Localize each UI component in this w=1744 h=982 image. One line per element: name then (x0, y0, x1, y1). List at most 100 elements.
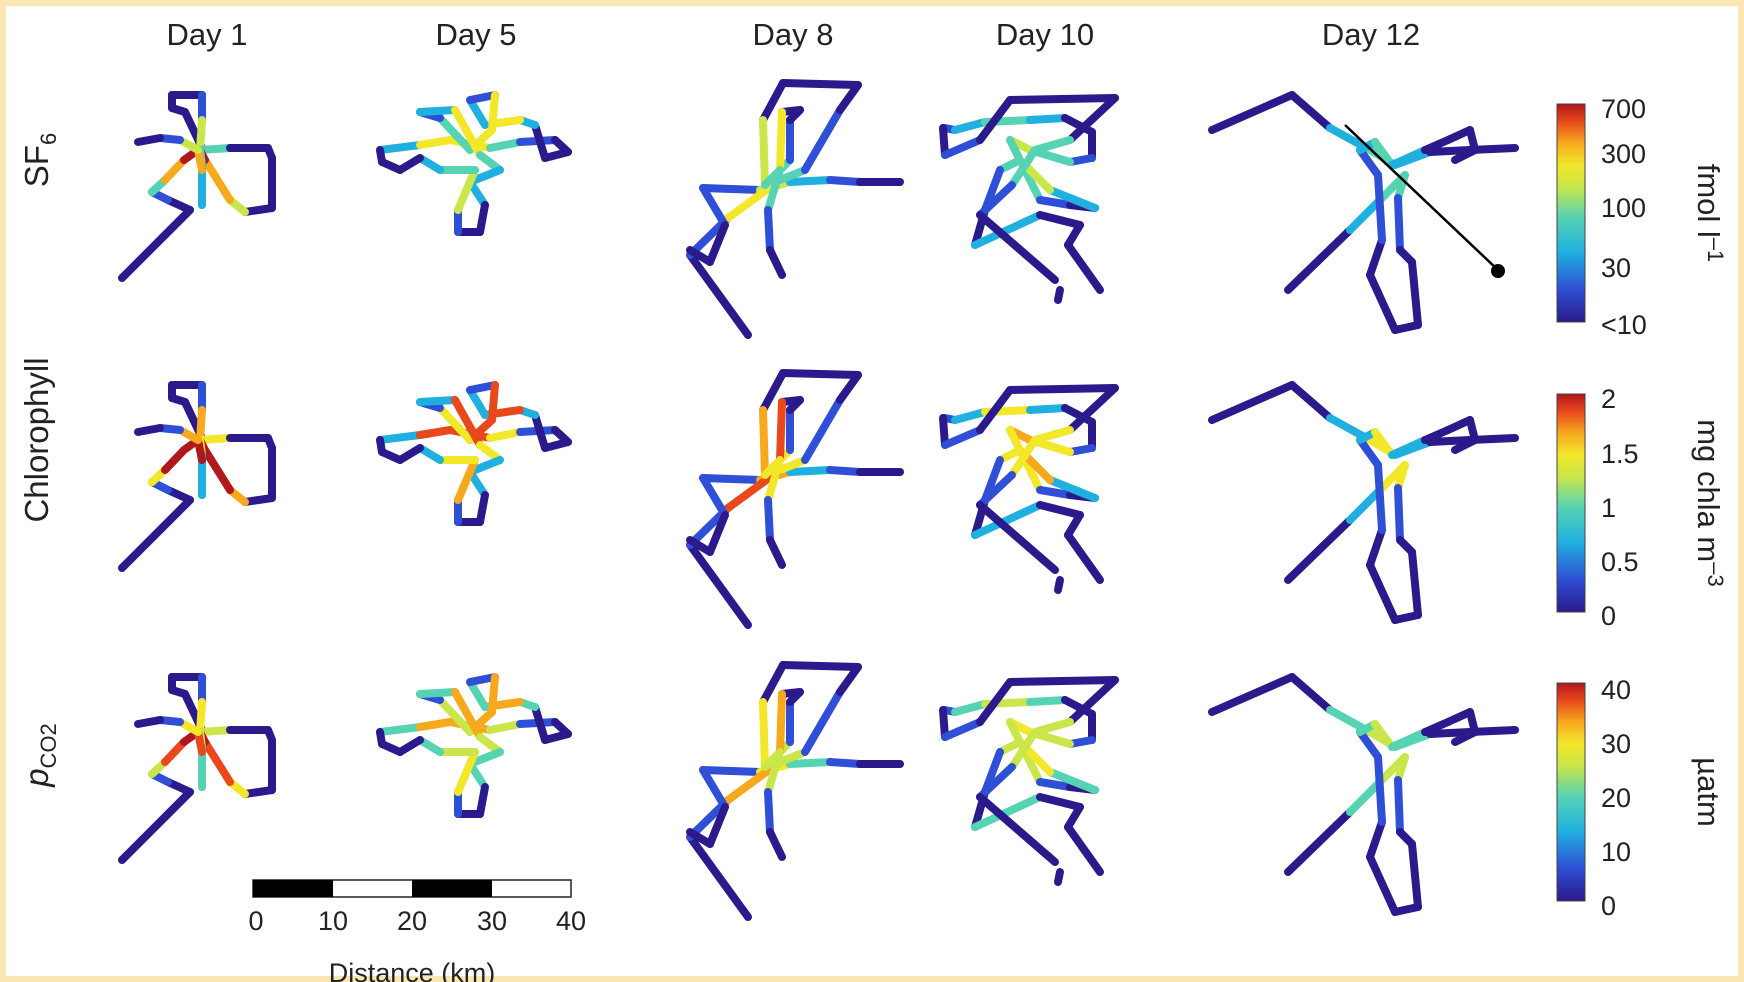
scale-bar-label: Distance (km) (329, 958, 496, 982)
ship-track-segment (201, 446, 234, 494)
ship-track-segment (836, 81, 862, 114)
ship-track-segment (706, 221, 729, 266)
colorbar-chl-tick: 0 (1601, 601, 1616, 631)
ship-track-segment (531, 703, 549, 744)
scale-bar-tick: 20 (397, 906, 427, 936)
colorbar-sf6 (1556, 103, 1586, 323)
row-label-pco2: pCO2 (18, 723, 61, 788)
ship-track-segment (764, 748, 784, 796)
ship-track-segment (201, 738, 234, 786)
ship-track-segment (454, 748, 479, 796)
ship-track-segment (1371, 138, 1396, 169)
ship-track-segment (1031, 136, 1074, 154)
ship-track-segment (1064, 531, 1104, 584)
ship-track-segment (1408, 840, 1422, 911)
ship-track-segment (1421, 426, 1452, 444)
ship-track-segment (699, 184, 729, 229)
ship-track-segment (451, 106, 484, 159)
ship-track-segment (759, 79, 787, 124)
ship-track-segment (951, 118, 989, 134)
ship-track-segment (764, 206, 774, 254)
colorbar-chl-tick: 1.5 (1601, 439, 1639, 469)
ship-track-segment (164, 486, 194, 504)
ship-track-segment (1366, 526, 1386, 569)
ship-track-segment (971, 211, 1044, 249)
ship-track-segment (1066, 676, 1119, 726)
day-10-header: Day 10 (996, 17, 1094, 52)
ship-track-segment (1006, 676, 1119, 686)
ship-track-segment (1388, 146, 1429, 169)
ship-track-segment (976, 763, 1016, 801)
colorbar-sf6-tick: 30 (1601, 253, 1631, 283)
ship-track-segment (1374, 753, 1386, 826)
ship-track-segment (766, 536, 786, 569)
ship-track-segment (1036, 778, 1074, 791)
colorbar-pco2-tick: 30 (1601, 729, 1631, 759)
ship-track-segment (376, 436, 386, 456)
ship-track-segment (1288, 91, 1334, 132)
ship-track-segment (766, 828, 786, 861)
ship-track-segment (451, 396, 484, 449)
ship-track-panels (118, 79, 1519, 921)
ship-track-segment (1366, 818, 1386, 861)
ship-track-segment (1208, 91, 1296, 134)
ship-track-segment (466, 381, 499, 394)
ship-track-segment (976, 471, 1016, 509)
ship-track-segment (1061, 114, 1096, 136)
ship-track-segment (376, 728, 386, 748)
ship-track-segment (241, 786, 276, 798)
ship-track-segment (776, 748, 809, 766)
ship-track-segment (376, 431, 424, 444)
ship-track-segment (1046, 476, 1099, 502)
ship-track-segment (764, 166, 784, 214)
ship-track-segment (686, 541, 752, 629)
ship-track-segment (1451, 146, 1479, 164)
colorbar-pco2 (1556, 682, 1586, 902)
ship-track-segment (1031, 718, 1074, 736)
ship-track-segment (1366, 561, 1399, 624)
ship-track-segment (779, 369, 862, 379)
ship-track-segment (699, 184, 764, 194)
unit-sf6: fmol l–1 (1691, 164, 1728, 263)
ship-track-segment (1054, 868, 1064, 886)
ship-track-segment (531, 411, 549, 452)
ship-track-segment (1346, 486, 1384, 524)
ship-track-segment (1026, 696, 1069, 706)
ship-track-segment (764, 456, 784, 504)
ship-track-segment (836, 371, 862, 404)
ship-track-segment (706, 511, 729, 556)
ship-track-segment (1421, 718, 1452, 736)
ship-track-segment (1371, 720, 1396, 751)
ship-track-segment (1284, 808, 1354, 876)
ship-track-segment (241, 494, 276, 506)
ship-track-segment (1008, 728, 1039, 771)
ship-track-segment (1061, 404, 1096, 426)
ship-track-segment (786, 176, 834, 186)
ship-track-segment (1008, 146, 1039, 189)
ship-track-segment (1026, 114, 1069, 124)
ship-track-segment (766, 246, 786, 279)
ship-track-segment (1356, 436, 1382, 469)
ship-track-segment (376, 146, 386, 166)
ship-track-segment (466, 91, 499, 104)
ship-track-segment (1036, 793, 1084, 811)
ship-track-segment (1371, 428, 1396, 459)
ship-track-segment (466, 678, 489, 711)
ship-track-segment (476, 783, 489, 818)
ship-track-segment (786, 466, 834, 476)
colorbar-chl-tick: 1 (1601, 493, 1616, 523)
ship-track-segment (776, 456, 809, 474)
ship-track-segment (939, 124, 949, 159)
ship-track-segment (1394, 776, 1404, 836)
ship-track-segment (1388, 436, 1429, 459)
colorbar-sf6-tick: 700 (1601, 94, 1646, 124)
row-label-chlorophyll: Chlorophyll (18, 357, 55, 522)
ship-track-segment (1451, 728, 1479, 746)
day-8-header: Day 8 (753, 17, 834, 52)
scale-bar-tick: 0 (248, 906, 263, 936)
scale-bar-tick: 10 (318, 906, 348, 936)
ship-track-segment (1284, 226, 1354, 294)
colorbar-chl-tick: 2 (1601, 384, 1616, 414)
ship-track-segment (759, 116, 769, 189)
